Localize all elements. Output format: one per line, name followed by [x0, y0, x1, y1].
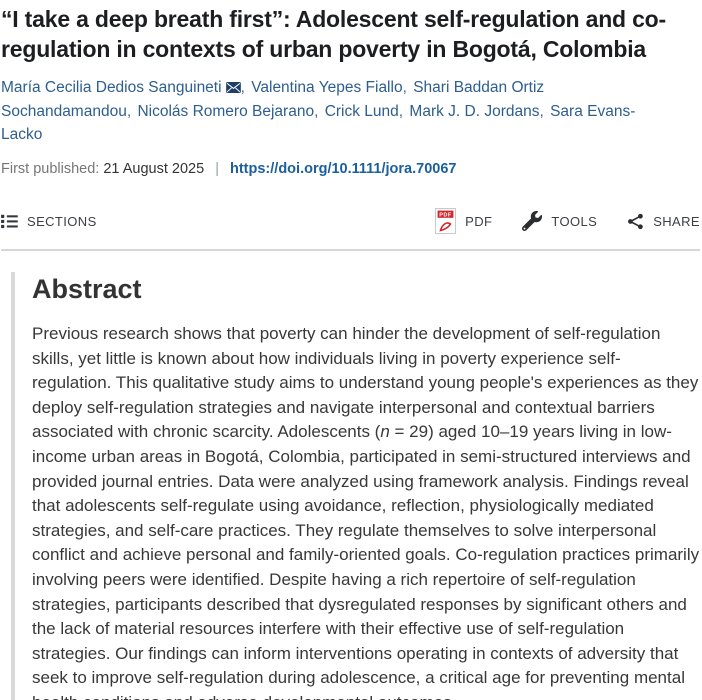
author-separator: ,: [539, 103, 544, 120]
sections-button[interactable]: SECTIONS: [1, 214, 97, 229]
author-separator: ,: [398, 103, 404, 120]
first-published-label: First published:: [1, 161, 100, 177]
tools-label: TOOLS: [551, 213, 598, 229]
abstract-section: Abstract Previous research shows that po…: [11, 272, 700, 700]
abstract-text-part1: Previous research shows that poverty can…: [32, 324, 699, 442]
author-link[interactable]: Crick Lund: [324, 103, 399, 120]
article-title-text: “I take a deep breath first”: Adolescent…: [1, 6, 666, 62]
share-button[interactable]: SHARE: [627, 213, 700, 230]
pdf-icon: PDF: [435, 208, 457, 234]
page-title: “I take a deep breath first”: Adolescent…: [1, 4, 700, 64]
tools-button[interactable]: TOOLS: [522, 211, 597, 231]
sections-label: SECTIONS: [27, 213, 97, 229]
author-link[interactable]: María Cecilia Dedios Sanguineti: [1, 79, 222, 96]
toolbar-left-group: SECTIONS: [1, 214, 97, 229]
author-link[interactable]: Shari Baddan Ortiz Sochandamandou: [1, 79, 545, 120]
author-separator: ,: [402, 79, 407, 96]
article-toolbar: SECTIONS PDF PDF TOOLS SHARE: [1, 206, 700, 236]
author-link[interactable]: Mark J. D. Jordans: [409, 103, 540, 120]
first-published-date: 21 August 2025: [103, 161, 205, 177]
svg-text:PDF: PDF: [439, 212, 452, 218]
share-icon: [627, 213, 644, 230]
author-link[interactable]: Sara Evans-Lacko: [1, 103, 636, 143]
wrench-icon: [522, 211, 543, 231]
toolbar-divider: [1, 249, 700, 251]
toolbar-right-group: PDF PDF TOOLS SHARE: [435, 208, 700, 234]
pub-separator: |: [215, 161, 219, 177]
author-link[interactable]: Valentina Yepes Fiallo: [251, 79, 403, 96]
abstract-n-italic: n: [380, 422, 390, 442]
author-list: María Cecilia Dedios Sanguineti, Valenti…: [1, 76, 661, 146]
doi-link[interactable]: https://doi.org/10.1111/jora.70067: [230, 161, 457, 177]
abstract-text-part2: = 29) aged 10–19 years living in low-inc…: [32, 422, 700, 700]
author-link[interactable]: Nicolás Romero Bejarano: [137, 103, 315, 120]
abstract-paragraph: Previous research shows that poverty can…: [32, 322, 700, 700]
list-icon: [1, 214, 18, 229]
pdf-label: PDF: [465, 213, 493, 229]
author-separator: ,: [314, 103, 319, 120]
author-separator: ,: [240, 79, 245, 96]
publication-info: First published: 21 August 2025 | https:…: [1, 160, 700, 179]
pdf-button[interactable]: PDF PDF: [435, 208, 492, 234]
share-label: SHARE: [653, 213, 700, 229]
email-icon[interactable]: [225, 77, 241, 100]
abstract-heading: Abstract: [32, 274, 142, 304]
author-separator: ,: [126, 103, 132, 120]
